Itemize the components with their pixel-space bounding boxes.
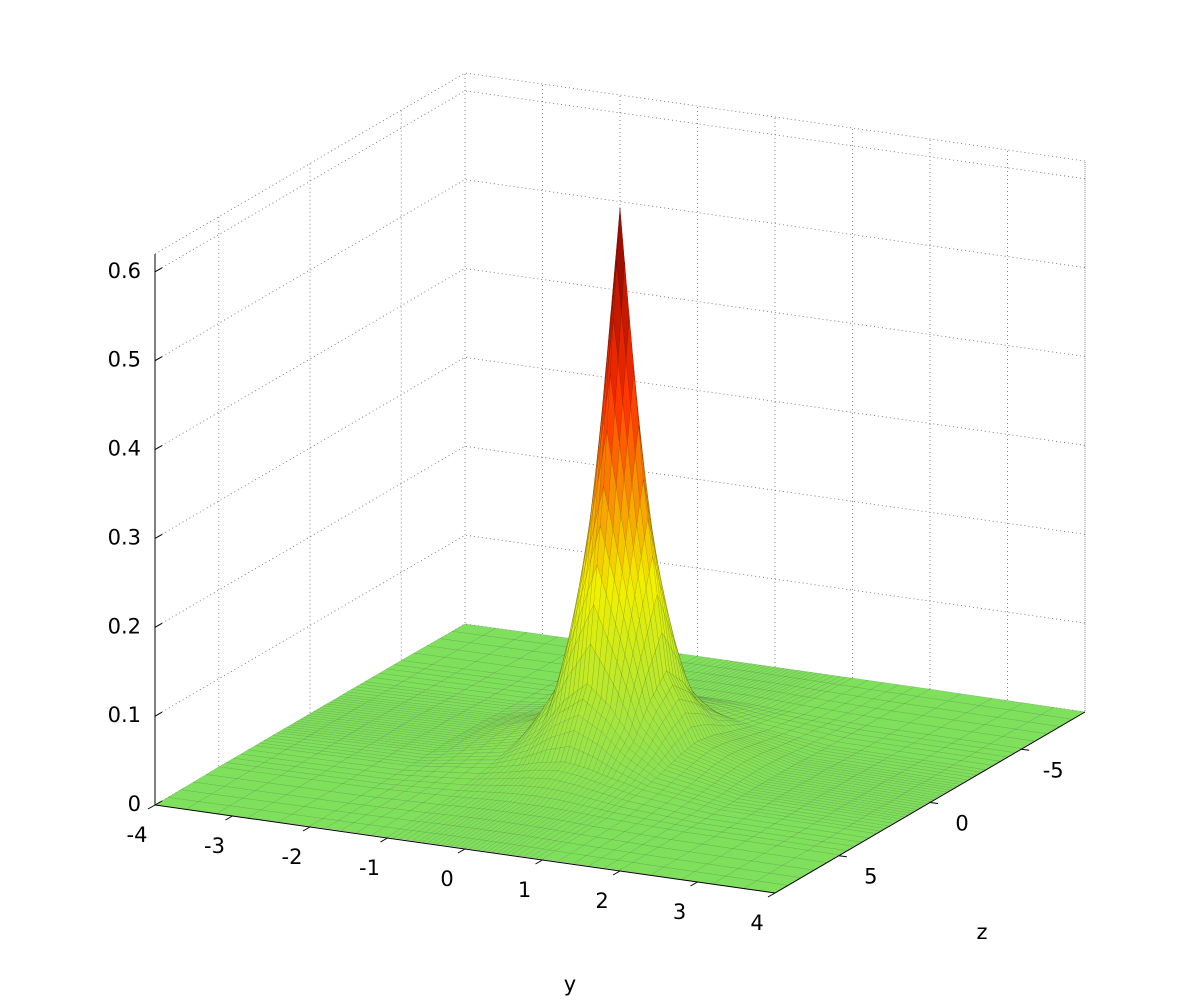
tick-mark [457,848,466,854]
x-tick-label: -2 [282,845,303,869]
tick-mark [154,356,163,362]
tick-mark [302,826,311,832]
grid-line [154,90,1086,273]
z-tick-label: 0.3 [108,525,141,549]
x-tick-label: 3 [673,900,686,924]
tick-mark [154,533,163,539]
x-tick-label: -1 [359,856,380,880]
tick-mark [154,267,163,273]
tick-mark [154,711,163,717]
grid-line [154,179,1086,361]
tick-mark [535,859,543,865]
tick-mark [147,804,156,810]
tick-mark [690,881,698,887]
x-tick-label: 1 [518,878,531,902]
grid-line [154,356,1086,539]
tick-mark [929,802,939,804]
z-tick-label: 0.4 [108,437,141,461]
tick-mark [154,445,163,450]
tick-mark [838,855,847,858]
grid-line [154,445,1086,628]
x-tick-label: 4 [750,911,763,935]
tick-mark [767,892,776,898]
tick-mark [154,622,163,628]
x-tick-label: 2 [595,889,608,913]
z-tick-label: 0.6 [108,259,141,283]
tick-mark [154,800,163,806]
tick-mark [225,815,233,821]
surface [154,207,1086,894]
tick-mark [380,837,388,843]
tick-mark [612,870,621,876]
grid-line [154,268,1086,450]
tick-mark [1021,748,1030,751]
box-edge [154,72,1086,712]
z-tick-label: 0.2 [108,614,141,638]
z-tick-label: 0.5 [108,348,141,372]
z-tick-label: 0 [128,792,141,816]
y-tick-label: 5 [864,865,877,889]
x-axis-label: y [564,972,576,996]
z-tick-label: 0.1 [108,703,141,727]
x-tick-label: -4 [127,823,148,847]
axes: 0 0.1 0.2 0.3 0.4 0.5 0.6 -4 -3 -2 -1 0 1 2 3 4 -5 0 5 [108,254,1086,935]
grid-line [154,534,1086,717]
y-tick-label: -5 [1043,758,1064,782]
y-axis-label: z [976,920,987,944]
x-tick-label: 0 [440,867,453,891]
y-tick-label: 0 [955,812,968,836]
x-tick-label: -3 [204,834,225,858]
